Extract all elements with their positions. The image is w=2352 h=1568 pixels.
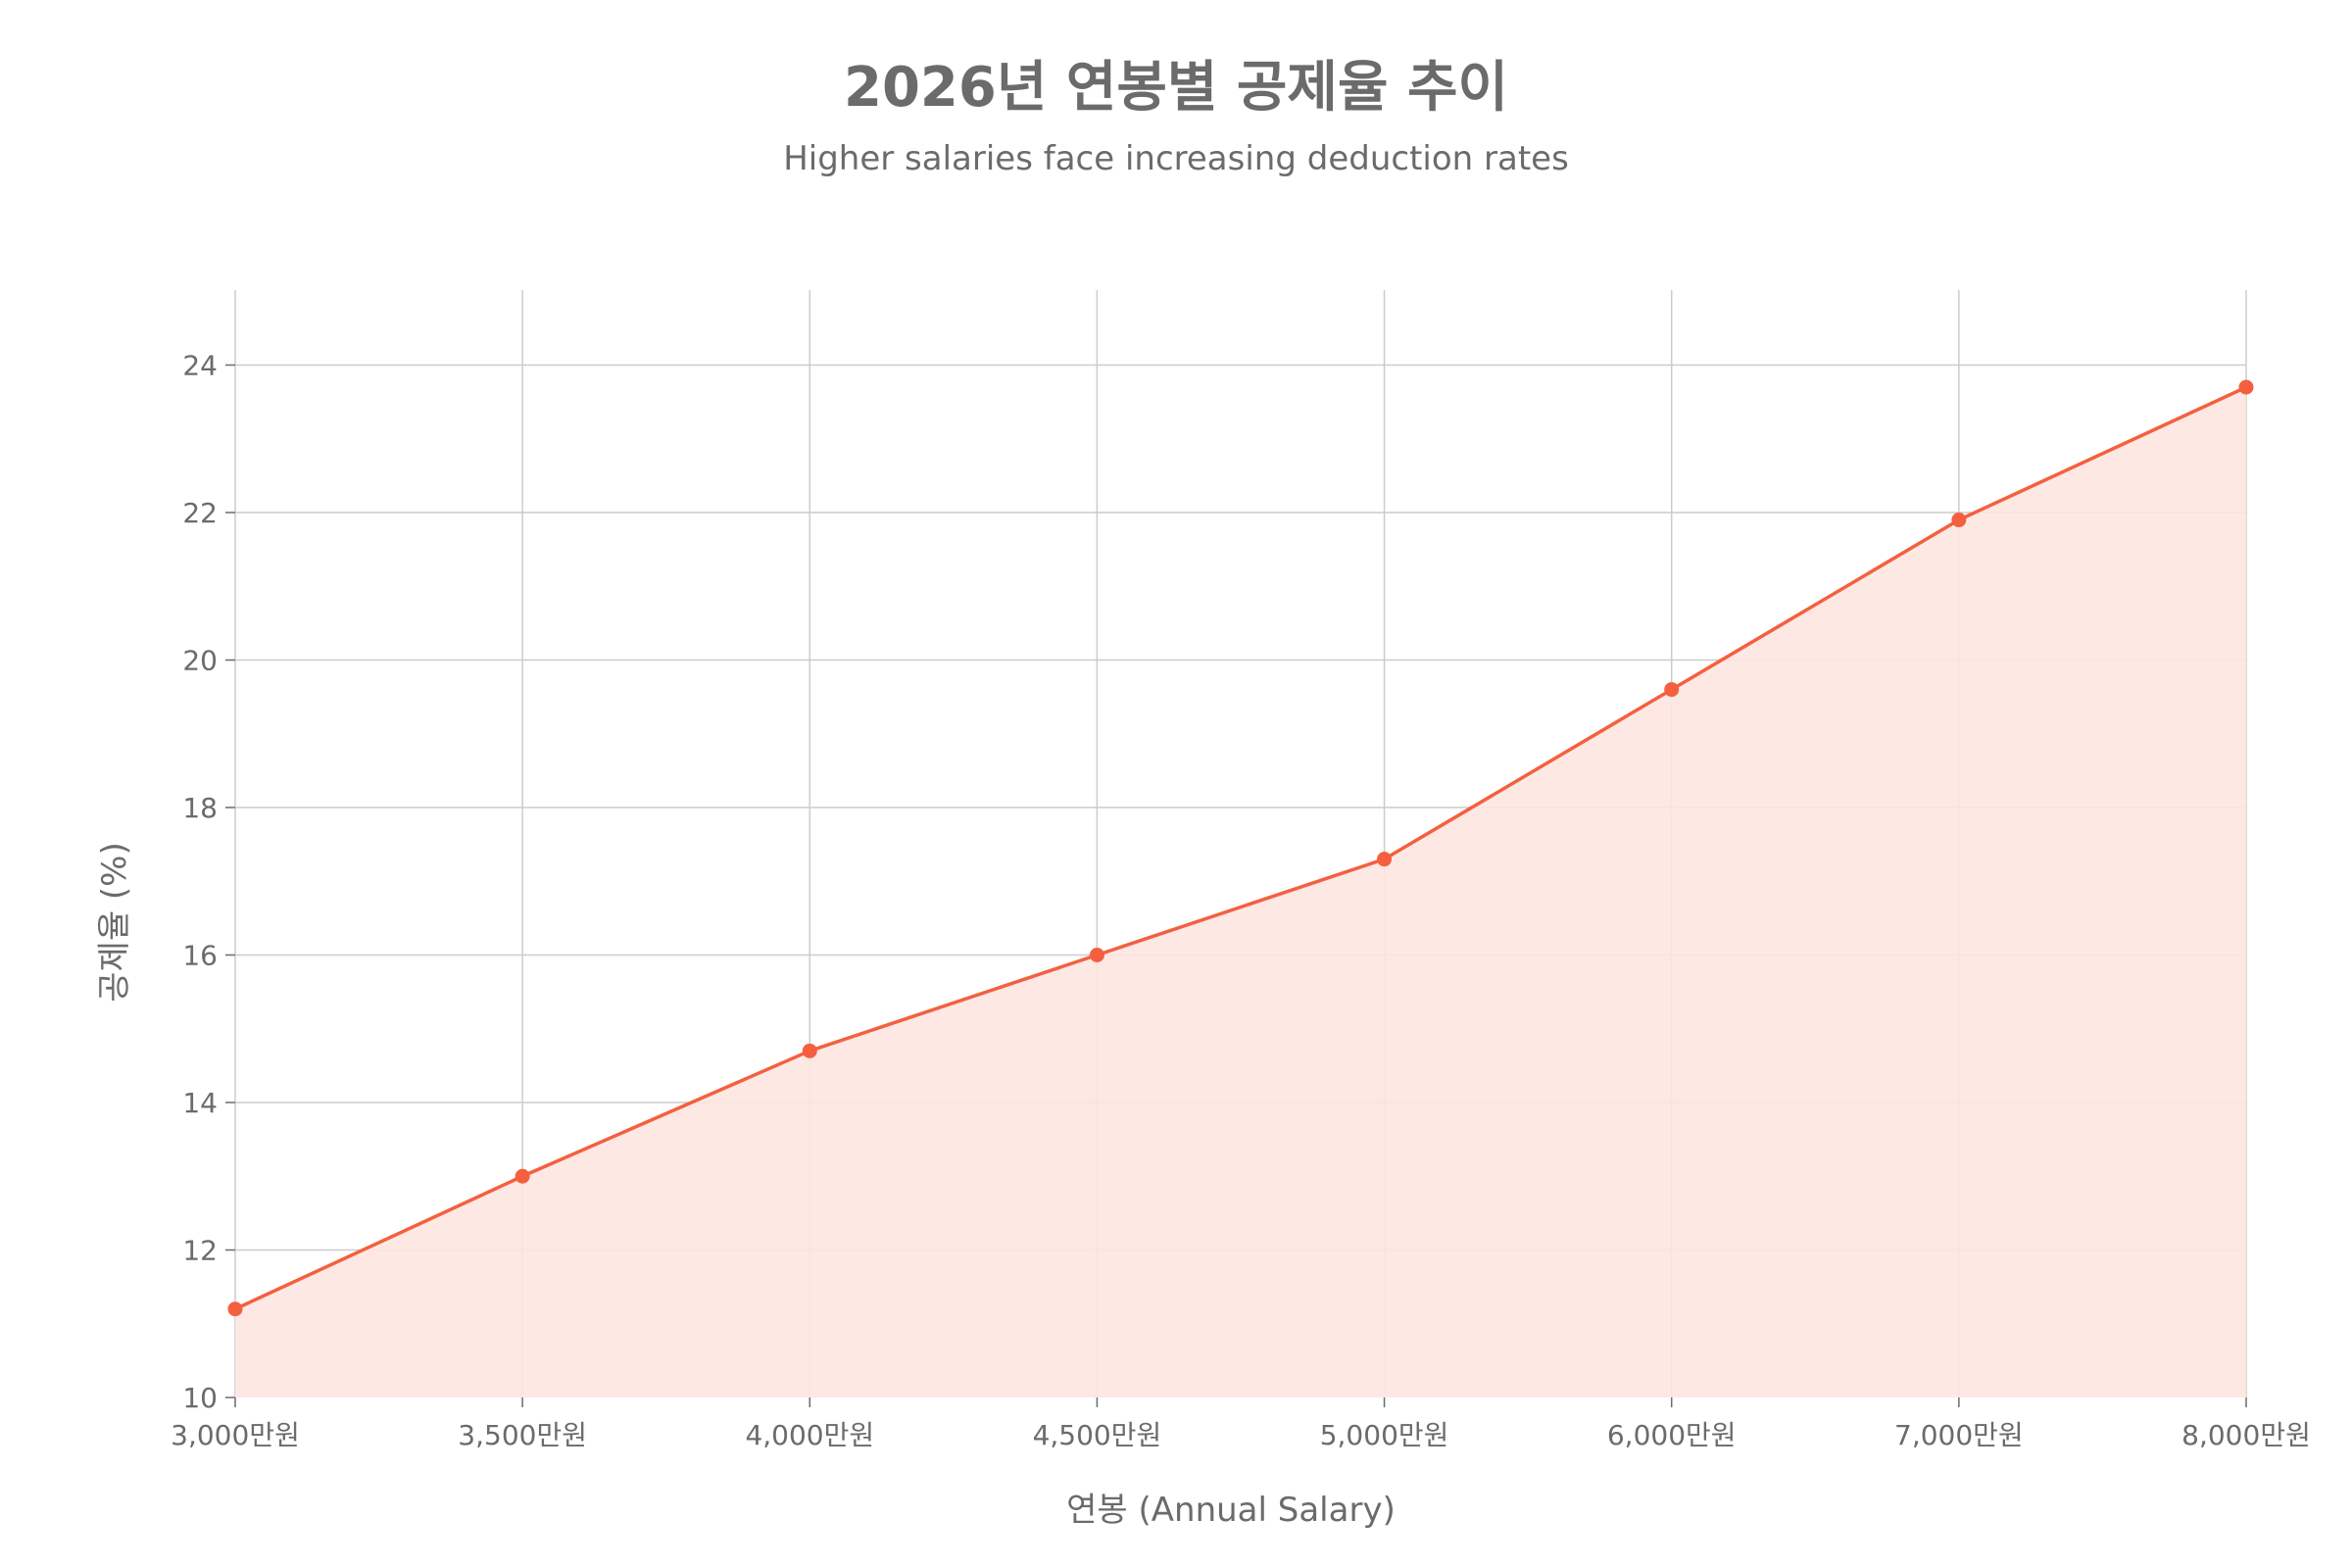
line-layer <box>234 385 2247 1311</box>
chart-title: 2026년 연봉별 공제율 추이 <box>843 56 1509 120</box>
point-layer <box>227 379 2254 1317</box>
axis-layer <box>225 364 2247 1407</box>
x-tick-label: 7,000만원 <box>1894 1419 2024 1451</box>
data-point[interactable] <box>2238 379 2254 395</box>
label-layer: 10 12 14 16 18 20 22 24 3,000만원 3,500만원 4,000만원 4,5… <box>95 350 2311 1531</box>
series-area <box>235 387 2246 1398</box>
area-layer <box>235 387 2246 1398</box>
data-point[interactable] <box>802 1043 817 1058</box>
x-tick-label: 3,500만원 <box>458 1419 587 1451</box>
x-tick-label: 8,000만원 <box>2181 1419 2311 1451</box>
x-tick-label: 6,000만원 <box>1607 1419 1737 1451</box>
chart-subtitle: Higher salaries face increasing deductio… <box>783 139 1569 178</box>
x-tick-label: 5,000만원 <box>1320 1419 1449 1451</box>
data-point[interactable] <box>1951 513 1967 528</box>
data-point[interactable] <box>1664 682 1680 698</box>
series-line <box>234 385 2247 1311</box>
data-point[interactable] <box>1377 852 1393 867</box>
y-tick-label: 14 <box>182 1087 218 1119</box>
x-tick-label: 3,000만원 <box>171 1419 300 1451</box>
x-axis-title: 연봉 (Annual Salary) <box>1066 1491 1396 1530</box>
data-point[interactable] <box>227 1301 243 1317</box>
y-tick-label: 18 <box>182 792 218 824</box>
y-tick-label: 22 <box>182 497 218 529</box>
x-tick-label: 4,000만원 <box>745 1419 874 1451</box>
data-point[interactable] <box>1089 948 1104 962</box>
y-tick-label: 10 <box>182 1382 218 1414</box>
y-tick-label: 12 <box>182 1235 218 1267</box>
x-tick-label: 4,500만원 <box>1033 1419 1162 1451</box>
y-tick-label: 24 <box>182 350 218 382</box>
y-axis-title: 공제율 (%) <box>95 842 134 1002</box>
data-point[interactable] <box>514 1168 530 1184</box>
y-tick-label: 20 <box>182 645 218 677</box>
y-tick-label: 16 <box>182 940 218 972</box>
